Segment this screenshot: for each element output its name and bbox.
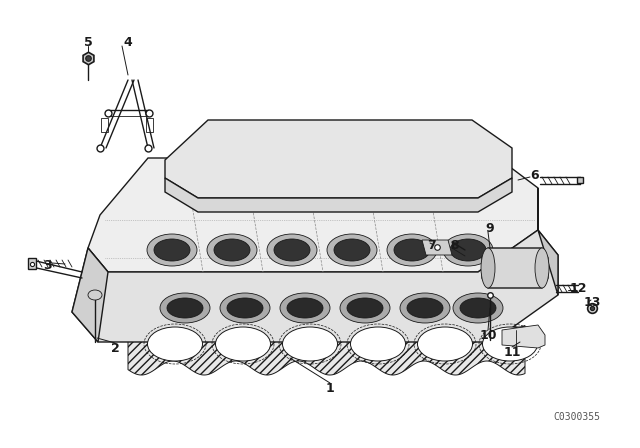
Ellipse shape	[220, 293, 270, 323]
Ellipse shape	[280, 293, 330, 323]
Text: 13: 13	[583, 296, 601, 309]
Text: 10: 10	[479, 328, 497, 341]
Ellipse shape	[483, 327, 538, 361]
Ellipse shape	[460, 298, 496, 318]
Bar	[101, 118, 108, 132]
Ellipse shape	[453, 293, 503, 323]
Bar	[146, 118, 153, 132]
Polygon shape	[72, 230, 558, 342]
Text: 9: 9	[486, 221, 494, 234]
Ellipse shape	[394, 239, 430, 261]
Polygon shape	[72, 248, 108, 342]
Ellipse shape	[334, 239, 370, 261]
Polygon shape	[128, 313, 525, 375]
Ellipse shape	[443, 234, 493, 266]
Ellipse shape	[147, 234, 197, 266]
Text: 5: 5	[84, 35, 92, 48]
Text: 4: 4	[124, 35, 132, 48]
Ellipse shape	[481, 248, 495, 288]
Polygon shape	[422, 240, 452, 255]
Ellipse shape	[340, 293, 390, 323]
Ellipse shape	[214, 239, 250, 261]
Ellipse shape	[387, 234, 437, 266]
Ellipse shape	[535, 248, 549, 288]
Text: 1: 1	[326, 382, 334, 395]
Ellipse shape	[450, 239, 486, 261]
Ellipse shape	[154, 239, 190, 261]
Ellipse shape	[267, 234, 317, 266]
Text: 6: 6	[531, 168, 540, 181]
Ellipse shape	[227, 298, 263, 318]
Ellipse shape	[351, 327, 406, 361]
Ellipse shape	[274, 239, 310, 261]
Text: 8: 8	[451, 238, 460, 251]
Polygon shape	[482, 248, 548, 288]
Text: 3: 3	[44, 258, 52, 271]
Polygon shape	[165, 178, 512, 212]
Ellipse shape	[327, 234, 377, 266]
Ellipse shape	[282, 327, 337, 361]
Ellipse shape	[407, 298, 443, 318]
Ellipse shape	[167, 298, 203, 318]
Text: 2: 2	[111, 341, 120, 354]
Text: 7: 7	[428, 238, 436, 251]
Ellipse shape	[287, 298, 323, 318]
Polygon shape	[28, 258, 36, 269]
Text: 11: 11	[503, 345, 521, 358]
Text: C0300355: C0300355	[553, 412, 600, 422]
Polygon shape	[165, 120, 512, 198]
Polygon shape	[538, 188, 558, 295]
Ellipse shape	[147, 327, 202, 361]
Ellipse shape	[216, 327, 271, 361]
Ellipse shape	[347, 298, 383, 318]
Ellipse shape	[88, 290, 102, 300]
Polygon shape	[502, 325, 545, 348]
Text: 12: 12	[569, 281, 587, 294]
Polygon shape	[88, 158, 538, 272]
Ellipse shape	[160, 293, 210, 323]
Ellipse shape	[207, 234, 257, 266]
Ellipse shape	[400, 293, 450, 323]
Ellipse shape	[417, 327, 472, 361]
